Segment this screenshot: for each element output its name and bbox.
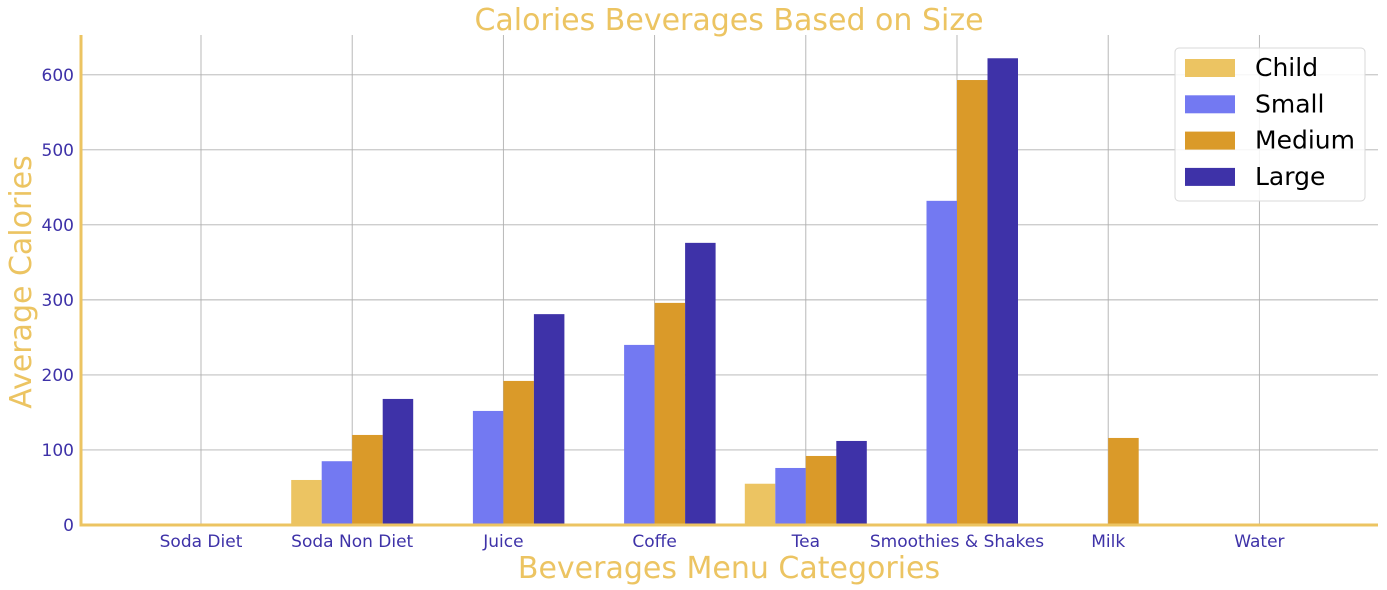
- tick-labels: 0 100 200 300 400 500 600 Soda Diet Soda Non Die…: [42, 66, 1285, 552]
- x-tick-label: Tea: [791, 532, 820, 552]
- bar-large: [685, 242, 716, 525]
- y-tick-label: 600: [42, 66, 74, 86]
- bar-small: [926, 200, 957, 526]
- x-axis-label: Beverages Menu Categories: [518, 551, 940, 586]
- y-tick-label: 500: [42, 141, 74, 161]
- bar-medium: [503, 380, 534, 525]
- bar-medium: [957, 80, 988, 525]
- legend-label: Medium: [1255, 126, 1355, 155]
- y-tick-label: 200: [42, 366, 74, 386]
- x-tick-label: Water: [1234, 532, 1284, 552]
- legend-label: Large: [1255, 162, 1325, 191]
- x-tick-label: Coffe: [632, 532, 676, 552]
- bar-large: [836, 440, 867, 525]
- legend-swatch: [1185, 167, 1235, 186]
- legend: Child Small Medium Large: [1174, 47, 1366, 202]
- x-tick-label: Soda Diet: [160, 532, 243, 552]
- y-tick-label: 300: [42, 291, 74, 311]
- bar-medium: [352, 434, 383, 525]
- legend-swatch: [1185, 131, 1235, 150]
- bar-small: [321, 461, 353, 525]
- bar-medium: [654, 302, 686, 525]
- axes: [79, 35, 1378, 527]
- y-tick-label: 400: [42, 216, 74, 236]
- legend-swatch: [1185, 59, 1235, 77]
- y-tick-label: 100: [42, 441, 74, 461]
- bars: [291, 58, 1139, 526]
- legend-label: Small: [1255, 89, 1324, 118]
- x-tick-label: Juice: [482, 532, 523, 552]
- x-tick-label: Soda Non Diet: [291, 532, 413, 552]
- x-tick-label: Milk: [1091, 532, 1125, 552]
- legend-swatch: [1185, 95, 1235, 114]
- bar-small: [624, 344, 655, 525]
- y-tick-label: 0: [63, 516, 74, 536]
- bar-child: [744, 483, 776, 525]
- bar-small: [775, 467, 806, 525]
- legend-box: [1174, 47, 1366, 202]
- x-tick-label: Smoothies & Shakes: [870, 532, 1044, 552]
- bar-large: [382, 398, 414, 525]
- bar-medium: [805, 455, 837, 525]
- bar-child: [291, 479, 322, 525]
- bar-large: [533, 314, 565, 525]
- chart-title: Calories Beverages Based on Size: [474, 3, 983, 38]
- y-axis-label: Average Calories: [4, 155, 39, 409]
- bar-small: [472, 410, 504, 525]
- bar-large: [987, 58, 1018, 525]
- legend-label: Child: [1255, 53, 1318, 82]
- bar-medium: [1108, 437, 1139, 525]
